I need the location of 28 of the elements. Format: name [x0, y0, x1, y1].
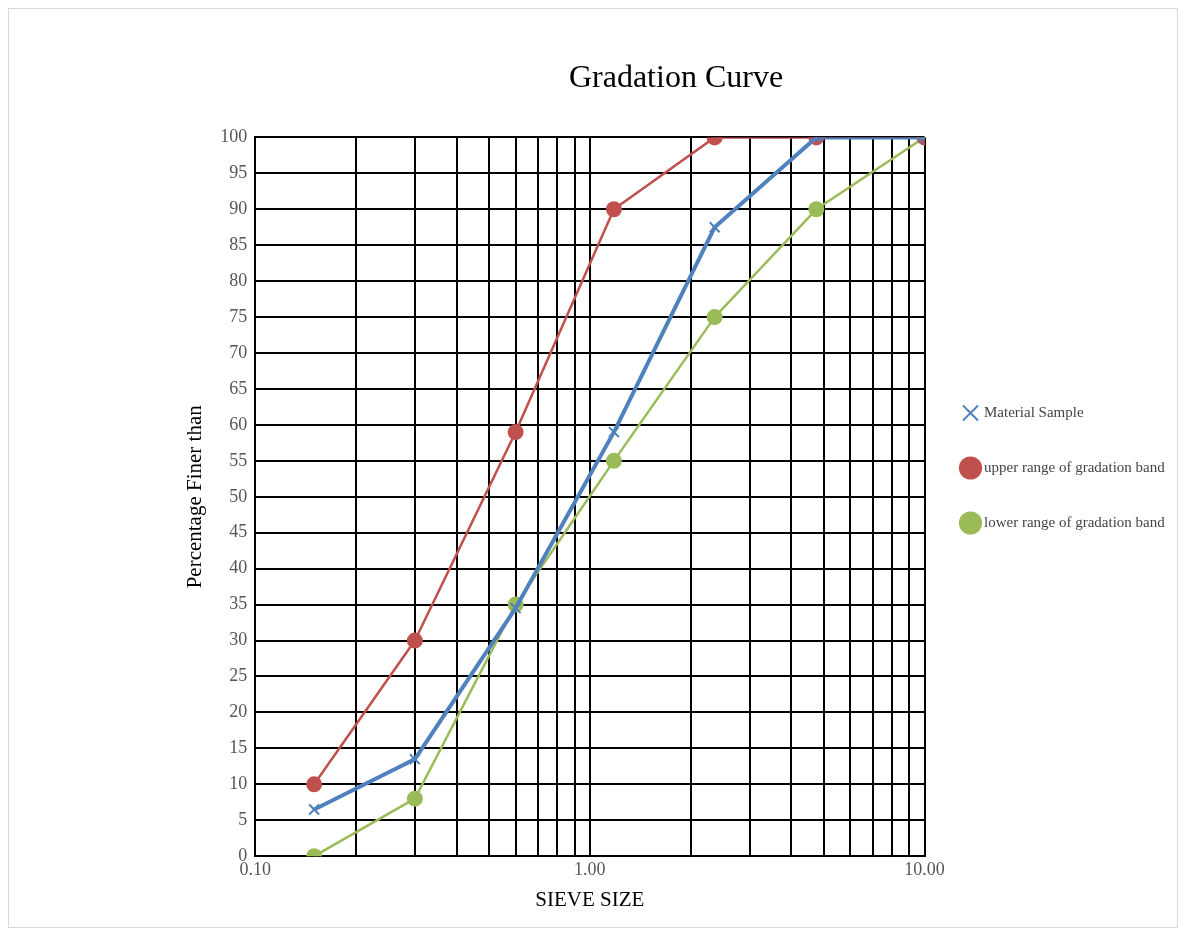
y-tick-label: 70 [229, 341, 248, 362]
y-tick-label: 90 [229, 198, 248, 219]
x-tick-label: 1.00 [574, 858, 606, 879]
y-tick-label: 40 [229, 557, 248, 578]
y-tick-label: 55 [229, 449, 248, 470]
y-tick-label: 10 [229, 773, 248, 794]
y-tick-label: 5 [238, 808, 248, 829]
y-tick-label: 80 [229, 269, 248, 290]
y-tick-label: 15 [229, 737, 248, 758]
y-tick-label: 75 [229, 305, 248, 326]
y-axis-title: Percentage Finer than [182, 404, 207, 589]
y-tick-label: 20 [229, 701, 248, 722]
x-tick-label: 10.00 [904, 858, 945, 879]
y-tick-label: 25 [229, 665, 248, 686]
y-tick-label: 65 [229, 377, 248, 398]
y-tick-label: 35 [229, 593, 248, 614]
y-tick-label: 85 [229, 233, 248, 254]
y-tick-label: 45 [229, 521, 248, 542]
legend-label: Material Sample [984, 403, 1084, 420]
chart-title: Gradation Curve [568, 57, 784, 94]
legend-label: upper range of gradation band [984, 458, 1166, 475]
x-axis-title: SIEVE SIZE [535, 886, 645, 911]
y-tick-label: 100 [220, 126, 248, 147]
y-tick-label: 50 [229, 485, 248, 506]
y-tick-label: 95 [229, 162, 248, 183]
legend-label: lower range of gradation band [984, 513, 1166, 530]
y-tick-label: 30 [229, 629, 248, 650]
y-tick-label: 60 [229, 413, 248, 434]
